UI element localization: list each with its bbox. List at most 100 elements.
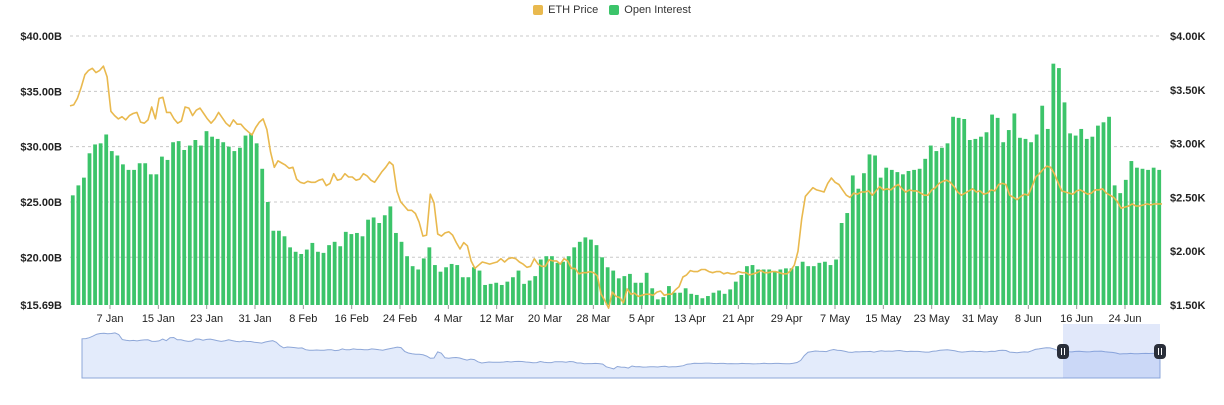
open-interest-bar[interactable] [583, 237, 588, 305]
open-interest-bar[interactable] [722, 293, 727, 305]
open-interest-bar[interactable] [1118, 193, 1123, 305]
open-interest-bar[interactable] [711, 292, 716, 305]
open-interest-bar[interactable] [678, 292, 682, 305]
open-interest-bar[interactable] [544, 256, 549, 305]
open-interest-bar[interactable] [338, 246, 343, 305]
open-interest-bar[interactable] [371, 217, 376, 305]
open-interest-bar[interactable] [901, 174, 905, 305]
open-interest-bar[interactable] [416, 269, 421, 305]
open-interest-bar[interactable] [444, 267, 448, 305]
open-interest-bar[interactable] [243, 135, 248, 305]
open-interest-bar[interactable] [845, 213, 850, 305]
navigator-selection[interactable] [1063, 324, 1160, 378]
open-interest-bar[interactable] [399, 241, 404, 305]
open-interest-bar[interactable] [1012, 113, 1017, 305]
open-interest-bar[interactable] [210, 136, 214, 305]
open-interest-bar[interactable] [1101, 122, 1106, 306]
open-interest-bar[interactable] [499, 284, 504, 305]
open-interest-bar[interactable] [366, 219, 370, 305]
open-interest-bar[interactable] [778, 269, 783, 305]
open-interest-bar[interactable] [249, 133, 253, 305]
open-interest-bar[interactable] [973, 138, 978, 305]
open-interest-bar[interactable] [745, 266, 749, 305]
open-interest-bar[interactable] [1040, 105, 1045, 305]
open-interest-bar[interactable] [327, 245, 331, 305]
open-interest-bar[interactable] [455, 265, 460, 305]
open-interest-bar[interactable] [215, 138, 220, 305]
open-interest-bar[interactable] [667, 286, 671, 305]
open-interest-bar[interactable] [956, 117, 961, 305]
open-interest-bar[interactable] [76, 185, 81, 305]
open-interest-bar[interactable] [460, 277, 465, 305]
open-interest-bar[interactable] [1001, 142, 1006, 305]
legend-item-eth-price[interactable]: ETH Price [533, 4, 598, 16]
open-interest-bar[interactable] [321, 252, 326, 305]
open-interest-bar[interactable] [221, 142, 226, 305]
legend-item-open-interest[interactable]: Open Interest [609, 4, 691, 16]
open-interest-bar[interactable] [421, 258, 426, 305]
open-interest-bar[interactable] [260, 168, 265, 305]
open-interest-bar[interactable] [137, 163, 142, 305]
open-interest-bar[interactable] [655, 299, 660, 305]
open-interest-bar[interactable] [800, 261, 805, 305]
open-interest-bar[interactable] [1034, 134, 1039, 305]
navigator-handle-right[interactable] [1154, 344, 1166, 359]
open-interest-bar[interactable] [472, 267, 476, 305]
open-interest-bar[interactable] [628, 273, 632, 305]
open-interest-bar[interactable] [304, 249, 309, 305]
open-interest-bar[interactable] [70, 195, 75, 305]
open-interest-bar[interactable] [928, 145, 933, 305]
open-interest-bar[interactable] [254, 143, 259, 305]
open-interest-bar[interactable] [176, 141, 181, 305]
open-interest-bar[interactable] [934, 151, 939, 305]
open-interest-bar[interactable] [410, 266, 415, 305]
open-interest-bar[interactable] [160, 156, 164, 305]
open-interest-bar[interactable] [226, 146, 231, 305]
open-interest-bar[interactable] [856, 188, 861, 305]
open-interest-bar[interactable] [906, 170, 911, 305]
open-interest-bar[interactable] [93, 144, 97, 305]
open-interest-bar[interactable] [923, 158, 928, 305]
open-interest-bar[interactable] [834, 259, 838, 305]
open-interest-bar[interactable] [238, 147, 242, 305]
open-interest-bar[interactable] [700, 298, 705, 305]
open-interest-bar[interactable] [873, 155, 877, 305]
open-interest-bar[interactable] [739, 275, 744, 305]
open-interest-bar[interactable] [154, 174, 159, 305]
open-interest-bar[interactable] [839, 223, 844, 305]
open-interest-bar[interactable] [1129, 161, 1134, 305]
open-interest-bar[interactable] [355, 232, 359, 305]
open-interest-bar[interactable] [143, 163, 148, 305]
open-interest-bar[interactable] [967, 140, 972, 305]
open-interest-bar[interactable] [288, 247, 292, 305]
eth-price-line[interactable] [69, 65, 1162, 310]
open-interest-bar[interactable] [1062, 102, 1067, 306]
open-interest-bar[interactable] [171, 142, 175, 305]
open-interest-bar[interactable] [784, 268, 788, 305]
open-interest-bar[interactable] [706, 296, 710, 305]
open-interest-bar[interactable] [984, 132, 989, 305]
open-interest-bar[interactable] [572, 247, 577, 305]
open-interest-bar[interactable] [126, 169, 131, 305]
open-interest-bar[interactable] [265, 201, 270, 305]
open-interest-bar[interactable] [878, 177, 883, 305]
open-interest-bar[interactable] [232, 151, 237, 305]
open-interest-bar[interactable] [733, 281, 738, 305]
open-interest-bar[interactable] [600, 257, 604, 305]
open-interest-bar[interactable] [522, 283, 526, 305]
open-interest-bar[interactable] [516, 270, 521, 305]
open-interest-bar[interactable] [271, 230, 276, 305]
open-interest-bar[interactable] [917, 168, 922, 305]
open-interest-bar[interactable] [527, 280, 532, 305]
open-interest-bar[interactable] [82, 177, 86, 305]
open-interest-bar[interactable] [533, 276, 538, 305]
open-interest-bar[interactable] [1135, 167, 1139, 305]
open-interest-bar[interactable] [566, 256, 571, 305]
open-interest-bar[interactable] [182, 149, 187, 305]
open-interest-bar[interactable] [945, 143, 950, 305]
open-interest-bar[interactable] [806, 266, 811, 305]
open-interest-bar[interactable] [382, 215, 387, 305]
open-interest-bar[interactable] [561, 261, 565, 305]
open-interest-bar[interactable] [193, 140, 198, 305]
open-interest-bar[interactable] [148, 174, 153, 305]
